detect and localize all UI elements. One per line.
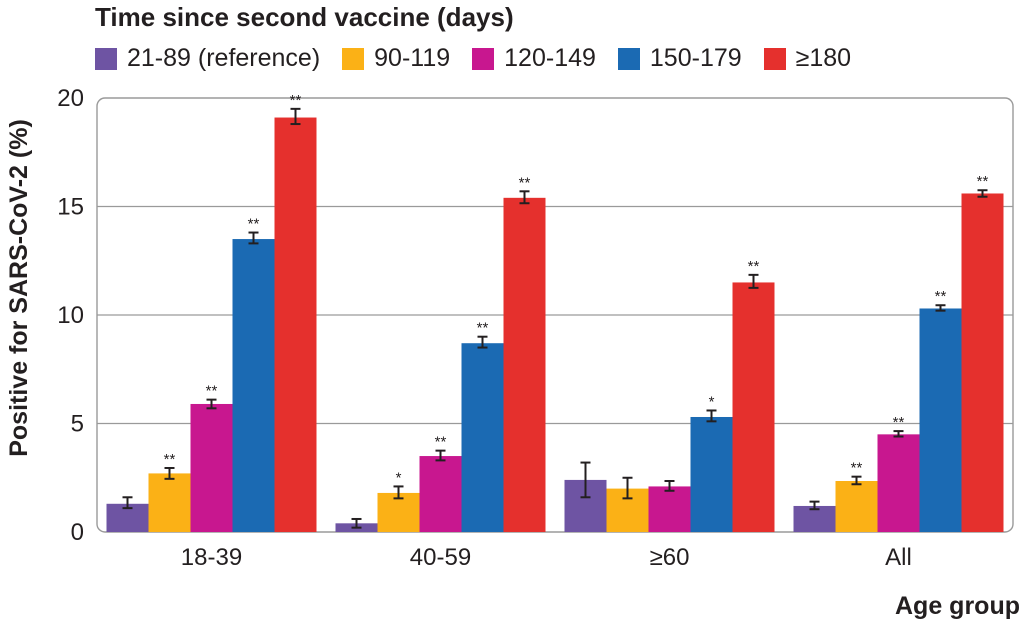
legend-swatch	[342, 47, 365, 70]
bar	[961, 193, 1004, 533]
y-tick-label: 0	[71, 519, 84, 546]
legend-swatch	[95, 47, 117, 70]
bar	[919, 308, 962, 532]
significance-label: **	[748, 258, 760, 275]
x-tick-label: 40-59	[410, 544, 471, 571]
bar	[419, 456, 462, 532]
bar	[503, 197, 546, 532]
y-tick-label: 20	[57, 85, 84, 112]
legend-label: 90-119	[374, 44, 451, 72]
plot-frame	[96, 97, 1014, 533]
significance-label: **	[206, 383, 218, 400]
significance-label: **	[893, 414, 905, 431]
y-axis-label: Positive for SARS-CoV-2 (%)	[5, 119, 33, 457]
significance-label: **	[435, 434, 447, 451]
significance-label: **	[977, 173, 989, 190]
bar	[232, 239, 275, 533]
legend-swatch	[763, 47, 786, 70]
bar	[690, 416, 733, 532]
significance-label: **	[935, 288, 947, 305]
legend-item: 90-119	[342, 44, 450, 73]
bar	[377, 492, 420, 532]
legend-swatch	[472, 47, 495, 70]
bar	[274, 117, 317, 532]
legend-swatch	[617, 47, 640, 70]
bar	[877, 434, 920, 532]
legend-title: Time since second vaccine (days)	[95, 2, 514, 32]
bar	[148, 473, 191, 532]
bar	[732, 282, 775, 532]
bar	[648, 486, 691, 532]
significance-label: **	[248, 216, 260, 233]
y-tick-label: 15	[57, 194, 84, 221]
significance-label: **	[477, 320, 489, 337]
legend-label: 21-89 (reference)	[127, 44, 321, 72]
legend-item: 150-179	[617, 44, 742, 73]
significance-label: **	[851, 460, 863, 477]
y-tick-label: 5	[71, 411, 84, 438]
x-tick-label: ≥60	[650, 544, 690, 571]
legend: 21-89 (reference) 90-119 120-149 150-179 ≥18…	[95, 44, 873, 73]
legend-label: ≥180	[795, 44, 852, 72]
x-tick-label: 18-39	[181, 544, 242, 571]
bar	[835, 481, 878, 532]
legend-item: 120-149	[472, 44, 596, 73]
y-tick-label: 10	[57, 302, 84, 329]
legend-item: 21-89 (reference)	[95, 44, 320, 73]
x-tick-label: All	[885, 544, 912, 571]
significance-label: *	[709, 393, 715, 410]
x-axis-label: Age group	[895, 592, 1020, 620]
legend-item: ≥180	[763, 44, 852, 73]
legend-label: 120-149	[504, 44, 596, 72]
legend-label: 150-179	[649, 44, 742, 72]
bar	[793, 505, 836, 532]
bar	[461, 343, 504, 532]
significance-label: *	[396, 469, 402, 486]
significance-label: **	[519, 174, 531, 191]
bar	[190, 403, 233, 532]
significance-label: **	[290, 92, 302, 109]
significance-label: **	[164, 451, 176, 468]
